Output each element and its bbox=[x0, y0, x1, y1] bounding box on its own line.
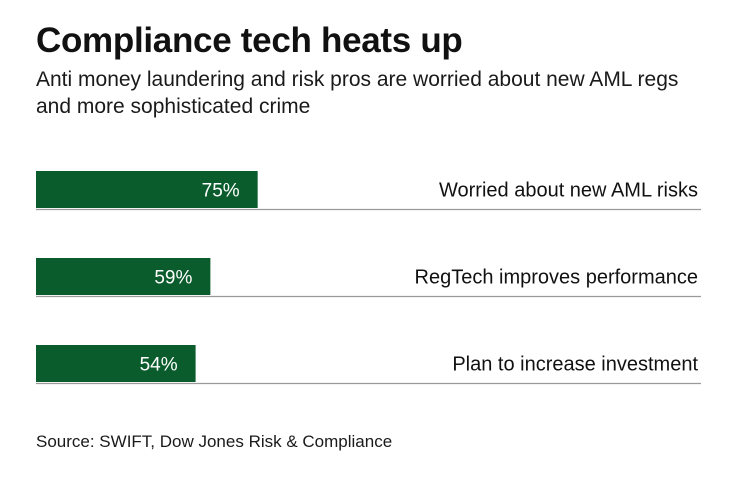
category-label: RegTech improves performance bbox=[415, 267, 698, 289]
bar bbox=[36, 345, 196, 382]
category-label: Worried about new AML risks bbox=[439, 180, 698, 202]
bar-row: 54% Plan to increase investment bbox=[36, 345, 701, 385]
bar-value-label: 54% bbox=[140, 355, 178, 376]
bar-row: 59% RegTech improves performance bbox=[36, 258, 701, 298]
chart-title: Compliance tech heats up bbox=[36, 21, 463, 60]
bar-row: 75% Worried about new AML risks bbox=[36, 171, 701, 211]
bar bbox=[36, 171, 258, 208]
bar-value-label: 75% bbox=[202, 181, 240, 202]
bar bbox=[36, 258, 211, 295]
source-note: Source: SWIFT, Dow Jones Risk & Complian… bbox=[36, 432, 393, 451]
category-label: Plan to increase investment bbox=[452, 354, 698, 376]
chart-subtitle: Anti money laundering and risk pros are … bbox=[36, 68, 679, 118]
bar-value-label: 59% bbox=[154, 268, 192, 289]
